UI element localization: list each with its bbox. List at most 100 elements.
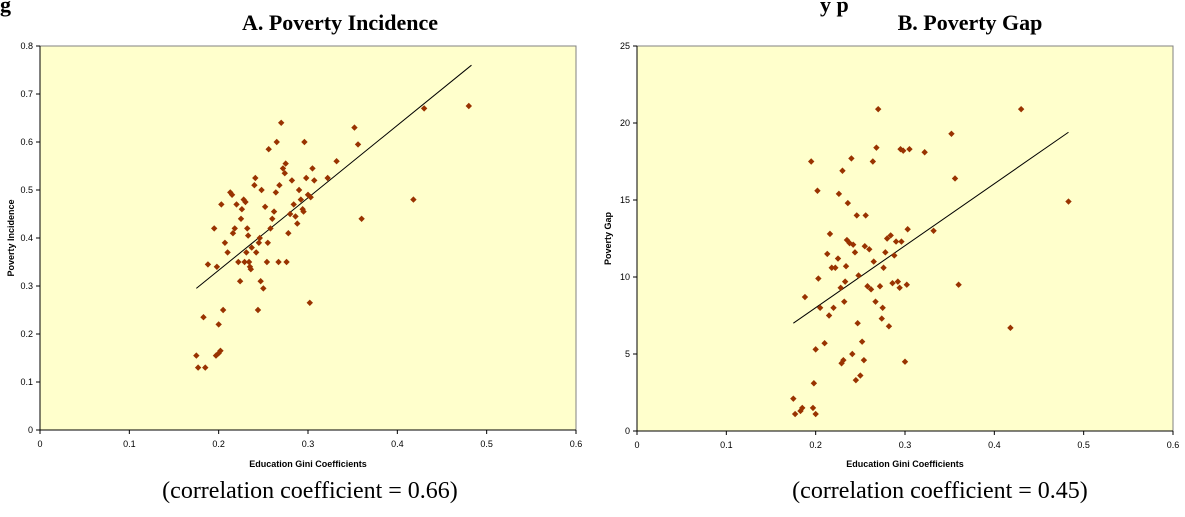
panel-b-caption: (correlation coefficient = 0.45) xyxy=(792,478,1088,504)
data-point xyxy=(828,264,835,271)
y-tick-label: 15 xyxy=(620,195,630,205)
data-point xyxy=(860,356,868,364)
data-point xyxy=(256,234,263,242)
data-point xyxy=(213,263,221,270)
data-point xyxy=(241,258,248,266)
data-point xyxy=(790,395,797,402)
data-point xyxy=(851,249,859,256)
data-point xyxy=(889,279,896,287)
data-point xyxy=(835,190,843,198)
y-tick-label: 20 xyxy=(620,118,630,128)
data-point xyxy=(896,284,903,291)
data-point xyxy=(221,239,229,246)
data-point xyxy=(849,350,856,358)
x-tick-label: 0.4 xyxy=(391,439,404,449)
data-point xyxy=(231,225,238,232)
data-point xyxy=(258,186,265,194)
data-point xyxy=(290,201,297,208)
data-point xyxy=(244,232,252,239)
data-point xyxy=(824,250,831,258)
panel-a-title: A. Poverty Incidence xyxy=(241,10,439,35)
x-tick-label: 0.3 xyxy=(899,440,912,450)
data-point xyxy=(311,177,318,184)
data-point xyxy=(1065,198,1072,205)
data-point xyxy=(867,286,875,293)
data-point xyxy=(904,226,911,233)
x-tick-label: 0 xyxy=(634,440,639,450)
x-tick-label: 0.5 xyxy=(1077,440,1090,450)
data-point xyxy=(930,227,937,234)
data-point xyxy=(810,380,818,387)
data-point xyxy=(247,266,255,273)
data-point xyxy=(861,243,868,250)
x-axis-label-b: Education Gini Coefficients xyxy=(846,459,964,469)
data-point xyxy=(272,189,280,196)
data-point xyxy=(215,321,222,328)
data-point xyxy=(869,158,877,165)
data-point xyxy=(808,158,815,165)
data-point xyxy=(294,220,301,227)
data-point xyxy=(814,187,821,194)
x-tick-label: 0.2 xyxy=(809,440,822,450)
data-point xyxy=(309,165,316,172)
data-point xyxy=(351,124,358,131)
data-point xyxy=(862,212,869,219)
data-point xyxy=(846,239,853,247)
data-point xyxy=(229,230,237,237)
data-point xyxy=(252,249,260,256)
y-tick-label: 0.8 xyxy=(20,41,33,51)
x-tick-label: 0.3 xyxy=(302,439,315,449)
data-point xyxy=(825,312,833,319)
data-point xyxy=(840,356,847,364)
data-point xyxy=(858,338,866,345)
data-point xyxy=(276,182,283,189)
x-tick-label: 0 xyxy=(37,439,42,449)
data-point xyxy=(799,404,806,412)
data-point xyxy=(815,275,822,282)
data-point xyxy=(410,196,417,203)
panel-a-caption: (correlation coefficient = 0.66) xyxy=(162,478,458,504)
data-point xyxy=(211,225,218,232)
data-point xyxy=(866,246,873,253)
data-point xyxy=(283,258,290,266)
data-point xyxy=(854,320,861,327)
data-point xyxy=(832,264,839,271)
data-point xyxy=(849,241,857,248)
data-point xyxy=(844,199,852,207)
data-point xyxy=(812,410,819,418)
data-point xyxy=(265,146,272,153)
data-point xyxy=(202,364,209,371)
data-point xyxy=(297,196,305,203)
cropped-heading-fragment-right: y p xyxy=(820,0,849,17)
data-point xyxy=(257,278,264,285)
data-point xyxy=(245,258,253,266)
data-point xyxy=(837,284,844,291)
data-point xyxy=(358,215,365,222)
x-tick-label: 0.1 xyxy=(123,439,136,449)
y-tick-label: 25 xyxy=(620,41,630,51)
data-point xyxy=(212,352,220,359)
data-point xyxy=(1007,324,1014,332)
trendline-b xyxy=(793,131,1069,324)
data-point xyxy=(830,304,837,311)
data-point xyxy=(855,272,862,279)
data-point xyxy=(834,255,842,262)
y-tick-label: 10 xyxy=(620,272,630,282)
data-point xyxy=(279,165,287,172)
data-point xyxy=(900,147,907,154)
data-point xyxy=(898,238,905,245)
data-point xyxy=(243,249,250,256)
data-point xyxy=(852,376,860,384)
data-point xyxy=(264,239,271,246)
data-point xyxy=(333,158,340,165)
data-point xyxy=(270,208,278,215)
data-point xyxy=(879,304,886,311)
data-point xyxy=(465,102,472,110)
data-point xyxy=(200,314,207,321)
data-point xyxy=(217,347,224,354)
y-tick-label: 0.3 xyxy=(20,281,33,291)
data-point xyxy=(878,315,885,322)
y-tick-label: 0.6 xyxy=(20,137,33,147)
data-point xyxy=(870,258,877,265)
